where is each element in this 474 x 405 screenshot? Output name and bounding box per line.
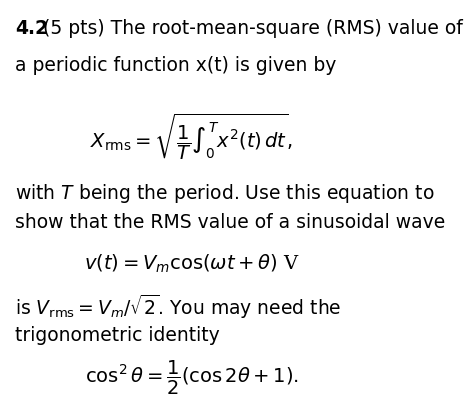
Text: (5 pts) The root-mean-square (RMS) value of: (5 pts) The root-mean-square (RMS) value…	[37, 19, 463, 38]
Text: $\cos^2 \theta = \dfrac{1}{2}(\cos 2\theta + 1).$: $\cos^2 \theta = \dfrac{1}{2}(\cos 2\the…	[84, 358, 299, 396]
Text: is $V_{\mathrm{rms}} = V_m/\sqrt{2}$. You may need the: is $V_{\mathrm{rms}} = V_m/\sqrt{2}$. Yo…	[16, 293, 342, 321]
Text: $X_{\mathrm{rms}} = \sqrt{\dfrac{1}{T}\int_0^T x^2(t)\, dt},$: $X_{\mathrm{rms}} = \sqrt{\dfrac{1}{T}\i…	[90, 111, 293, 162]
Text: a periodic function x(t) is given by: a periodic function x(t) is given by	[16, 56, 337, 75]
Text: show that the RMS value of a sinusoidal wave: show that the RMS value of a sinusoidal …	[16, 212, 446, 231]
Text: $v(t) = V_m \cos(\omega t + \theta)$ V: $v(t) = V_m \cos(\omega t + \theta)$ V	[83, 252, 300, 275]
Text: with $T$ being the period. Use this equation to: with $T$ being the period. Use this equa…	[16, 182, 435, 205]
Text: trigonometric identity: trigonometric identity	[16, 325, 220, 344]
Text: 4.2: 4.2	[16, 19, 48, 38]
